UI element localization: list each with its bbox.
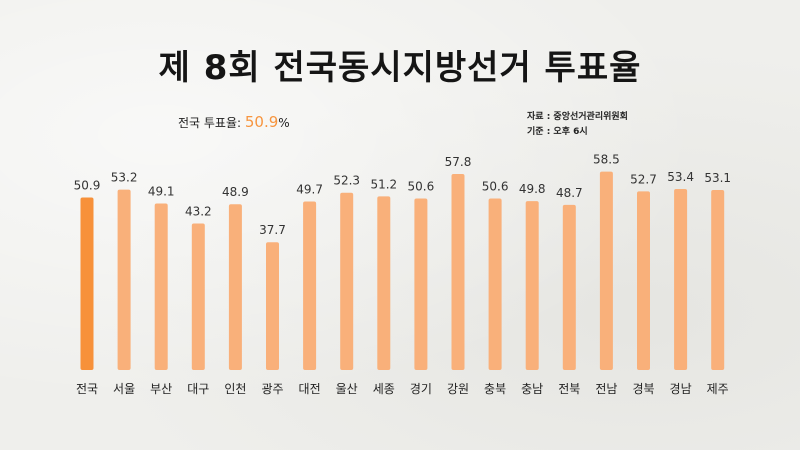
bar-제주	[711, 189, 725, 370]
bar-경남	[674, 188, 688, 370]
summary-label: 전국 투표율:	[178, 116, 242, 130]
bar-대전	[303, 201, 317, 370]
value-label: 43.2	[185, 205, 212, 219]
category-label: 충남	[521, 382, 543, 396]
bar-경북	[637, 191, 650, 370]
category-label: 경북	[632, 382, 654, 396]
bar-서울	[117, 189, 131, 370]
value-label: 50.6	[408, 179, 435, 193]
value-label: 48.7	[556, 186, 583, 200]
bar-전국	[80, 197, 94, 370]
category-label: 강원	[447, 382, 469, 396]
category-label: 세종	[373, 382, 395, 396]
category-label: 전북	[558, 382, 580, 396]
basis-line: 기준 : 오후 6시	[527, 127, 588, 137]
bar-전남	[599, 171, 613, 370]
value-label: 49.1	[148, 185, 175, 199]
value-label: 50.6	[482, 179, 509, 193]
value-label: 52.7	[630, 172, 657, 186]
bar-경기	[414, 198, 428, 370]
value-label: 53.1	[704, 171, 731, 185]
value-label: 49.7	[296, 183, 323, 197]
value-label: 52.3	[333, 174, 360, 188]
category-label: 대구	[187, 382, 209, 396]
value-label: 58.5	[593, 153, 620, 167]
summary-value: 50.9	[244, 113, 279, 131]
category-label: 대전	[299, 382, 321, 396]
bar-전북	[562, 204, 576, 370]
bar-울산	[340, 192, 354, 370]
category-label: 전국	[76, 382, 98, 396]
summary-unit: %	[278, 116, 290, 130]
bar-충북	[488, 198, 502, 370]
category-label: 울산	[336, 382, 358, 396]
bar-세종	[377, 196, 391, 370]
value-label: 48.9	[222, 185, 249, 199]
category-label: 서울	[113, 382, 135, 396]
bar-대구	[191, 223, 205, 370]
category-label: 경남	[670, 382, 692, 396]
bar-부산	[154, 203, 168, 370]
bar-인천	[228, 204, 242, 370]
bar-강원	[451, 174, 465, 370]
bar-광주	[266, 242, 279, 370]
source-note: 자료 : 중앙선거관리위원회 기준 : 오후 6시	[527, 110, 628, 140]
category-label: 인천	[224, 381, 246, 396]
value-label: 53.2	[111, 171, 138, 185]
value-label: 50.9	[74, 178, 101, 192]
category-label: 충북	[484, 382, 506, 396]
category-label: 전남	[595, 382, 617, 396]
value-label: 49.8	[519, 182, 546, 196]
category-label: 제주	[707, 382, 729, 396]
national-turnout-summary: 전국 투표율: 50.9%	[178, 113, 290, 131]
category-label: 경기	[410, 382, 432, 396]
value-label: 57.8	[445, 155, 472, 169]
chart-title: 제 8회 전국동시지방선거 투표율	[158, 48, 642, 88]
value-label: 51.2	[370, 177, 397, 191]
value-label: 37.7	[259, 223, 286, 237]
value-label: 53.4	[667, 170, 694, 184]
source-line: 자료 : 중앙선거관리위원회	[527, 112, 628, 122]
category-label: 광주	[261, 382, 283, 396]
bar-충남	[525, 201, 539, 370]
category-label: 부산	[150, 382, 172, 396]
